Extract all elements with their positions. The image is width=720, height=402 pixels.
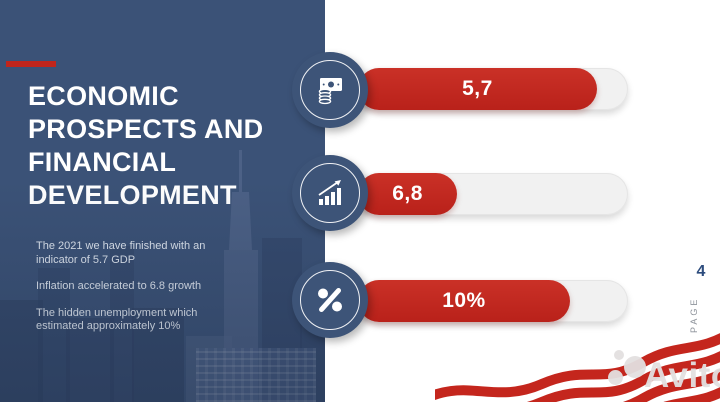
watermark-logo-dot <box>624 356 646 378</box>
building-windows-texture <box>196 348 316 402</box>
city-skyline-image <box>0 150 325 402</box>
title-line: FINANCIAL <box>28 147 177 177</box>
stat-icon-circle <box>292 155 368 231</box>
money-icon <box>318 78 342 105</box>
percent-icon <box>318 288 342 312</box>
stat-value-unemployment: 10% <box>442 289 486 312</box>
page-number: 4 <box>696 263 706 280</box>
stat-value-inflation: 6,8 <box>392 182 423 205</box>
stat-value-gdp: 5,7 <box>462 77 493 100</box>
stat-icon-circle <box>292 52 368 128</box>
stat-bar-track-unemployment: 10% <box>358 280 628 322</box>
title-panel: ECONOMIC PROSPECTS AND FINANCIAL DEVELOP… <box>0 0 325 402</box>
watermark-brand-text: Avito <box>644 356 720 395</box>
stat-bar-track-gdp: 5,7 <box>358 68 628 110</box>
growth-icon <box>318 180 341 205</box>
icon-ring <box>300 163 360 223</box>
title-line: DEVELOPMENT <box>28 180 237 210</box>
bullet-item: The 2021 we have finished with an indica… <box>36 240 206 266</box>
stat-bar-fill-gdp: 5,7 <box>358 68 597 110</box>
watermark-logo-dot <box>608 370 623 385</box>
stat-bar-fill-unemployment: 10% <box>358 280 570 322</box>
watermark: Avito <box>604 348 720 402</box>
bullet-list: The 2021 we have finished with an indica… <box>36 240 232 347</box>
flag-stripes-decoration <box>435 333 720 402</box>
stat-bar-track-inflation: 6,8 <box>358 173 628 215</box>
icon-ring <box>300 60 360 120</box>
stat-icon-circle <box>292 262 368 338</box>
watermark-logo-dot <box>614 350 624 360</box>
page-title: ECONOMIC PROSPECTS AND FINANCIAL DEVELOP… <box>28 80 263 212</box>
bullet-item: Inflation accelerated to 6.8 growth <box>36 280 202 292</box>
title-line: ECONOMIC <box>28 81 179 111</box>
title-accent-bar <box>6 61 56 67</box>
icon-ring <box>300 270 360 330</box>
title-line: PROSPECTS AND <box>28 114 264 144</box>
stat-bar-fill-inflation: 6,8 <box>358 173 458 215</box>
bullet-item: The hidden unemployment which estimated … <box>36 306 198 333</box>
